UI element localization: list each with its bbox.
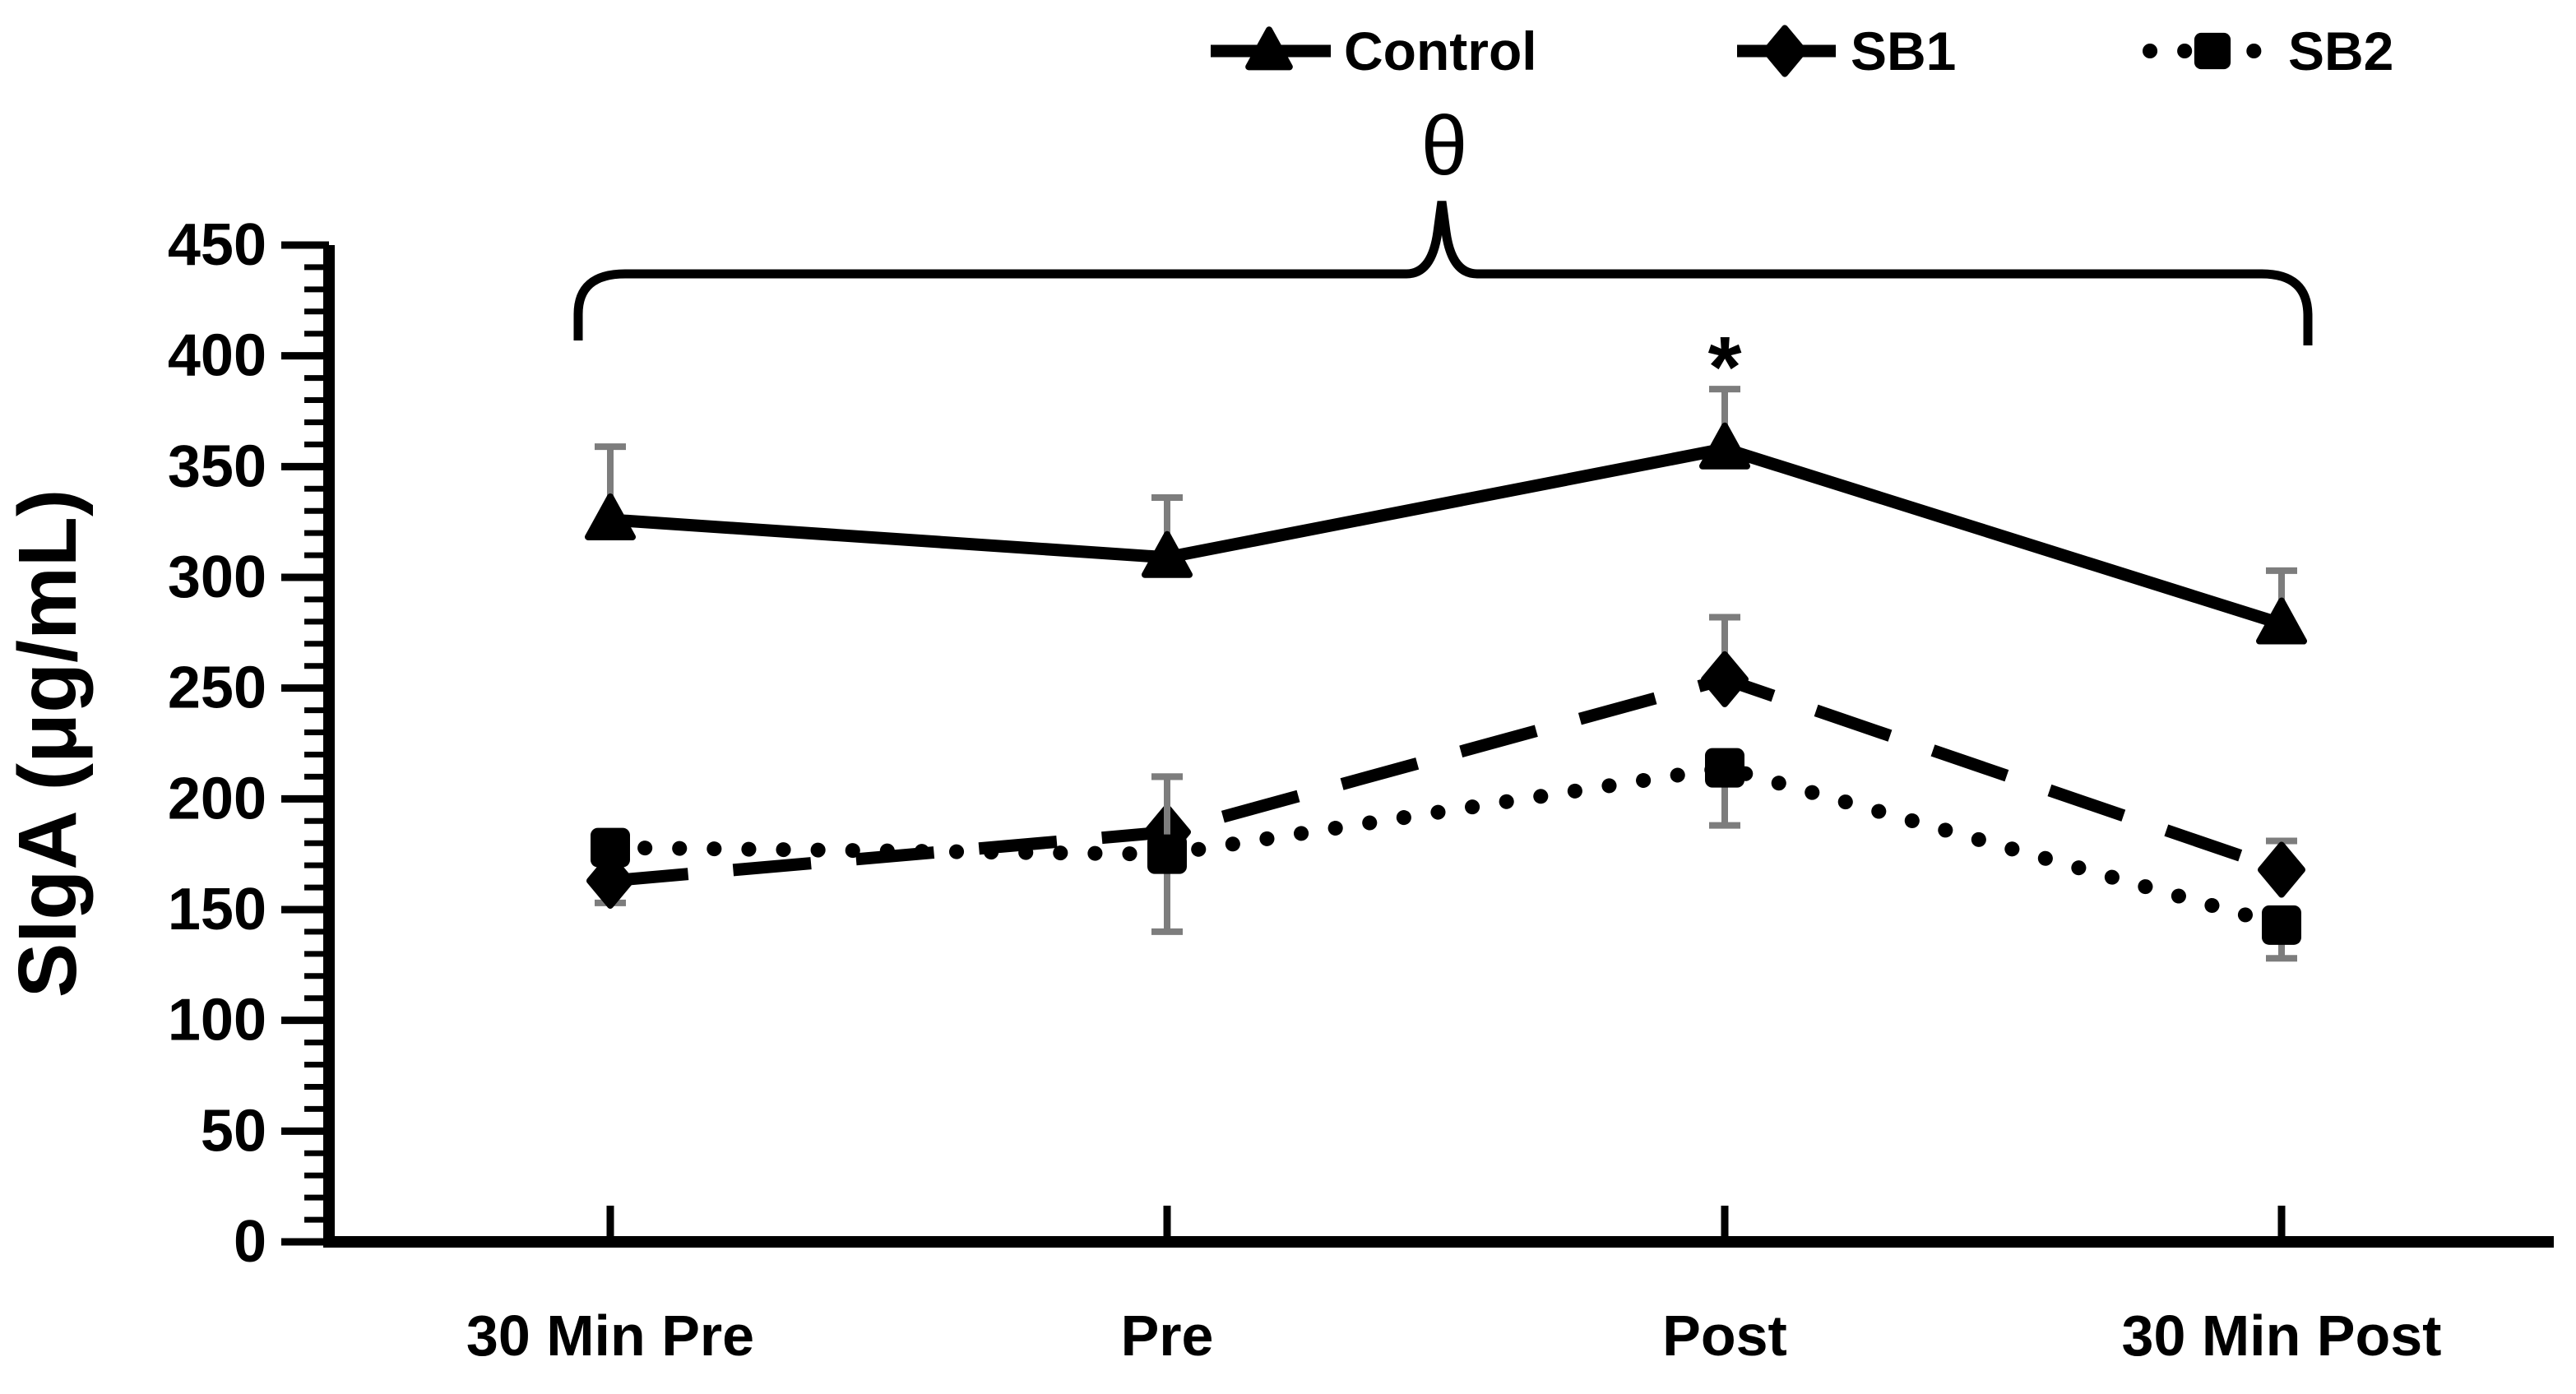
diamond-marker bbox=[1701, 651, 1749, 707]
diamond-marker bbox=[1763, 25, 1807, 77]
triangle-marker bbox=[1245, 26, 1293, 71]
sb2-line bbox=[603, 760, 2289, 933]
y-tick-label: 400 bbox=[168, 323, 266, 389]
comparison-bracket bbox=[573, 201, 2313, 345]
legend-label: SB1 bbox=[1851, 21, 1956, 81]
y-tick-label: 150 bbox=[168, 877, 266, 942]
y-tick-label: 300 bbox=[168, 544, 266, 610]
y-tick-label: 0 bbox=[234, 1209, 266, 1275]
diamond-marker bbox=[586, 852, 634, 909]
legend-label: Control bbox=[1344, 21, 1537, 81]
x-category-label: Post bbox=[1662, 1304, 1787, 1368]
y-tick-label: 450 bbox=[168, 212, 266, 278]
theta-annotation: θ bbox=[1421, 99, 1468, 192]
series-sb2 bbox=[591, 748, 2301, 962]
x-axis: 30 Min Pre Pre Post 30 Min Post bbox=[466, 1206, 2442, 1368]
series-control bbox=[585, 386, 2307, 645]
triangle-marker bbox=[1699, 422, 1750, 470]
x-category-label: 30 Min Post bbox=[2122, 1304, 2442, 1368]
legend-label: SB2 bbox=[2288, 21, 2393, 81]
y-tick-label: 100 bbox=[168, 988, 266, 1054]
square-marker bbox=[1147, 834, 1187, 874]
legend-item-control: Control bbox=[1211, 21, 1537, 81]
legend-item-sb1: SB1 bbox=[1737, 21, 1956, 81]
y-tick-label: 250 bbox=[168, 655, 266, 721]
triangle-marker bbox=[585, 493, 636, 540]
chart-legend: Control SB1 SB2 bbox=[1211, 21, 2393, 81]
control-line bbox=[609, 442, 2284, 630]
x-category-label: Pre bbox=[1121, 1304, 1214, 1368]
y-tick-label: 50 bbox=[201, 1098, 266, 1164]
triangle-marker bbox=[2256, 597, 2307, 645]
y-axis-title: SIgA (μg/mL) bbox=[2, 489, 94, 998]
y-tick-label: 350 bbox=[168, 433, 266, 499]
legend-item-sb2: SB2 bbox=[2143, 21, 2393, 81]
x-category-label: 30 Min Pre bbox=[466, 1304, 754, 1368]
square-marker bbox=[1705, 748, 1744, 788]
square-marker bbox=[591, 827, 630, 868]
sb1-line bbox=[609, 673, 2284, 887]
y-tick-label: 200 bbox=[168, 766, 266, 831]
square-marker bbox=[2194, 32, 2231, 70]
annotations: θ* bbox=[573, 99, 2313, 415]
square-marker bbox=[2262, 905, 2301, 945]
triangle-marker bbox=[1142, 530, 1193, 578]
sb2-error-bars bbox=[1151, 767, 2297, 962]
significance-asterisk: * bbox=[1708, 319, 1742, 415]
y-axis: 0 50 100 150 200 250 300 350 400 450 bbox=[168, 212, 329, 1275]
diamond-marker bbox=[2258, 841, 2305, 898]
